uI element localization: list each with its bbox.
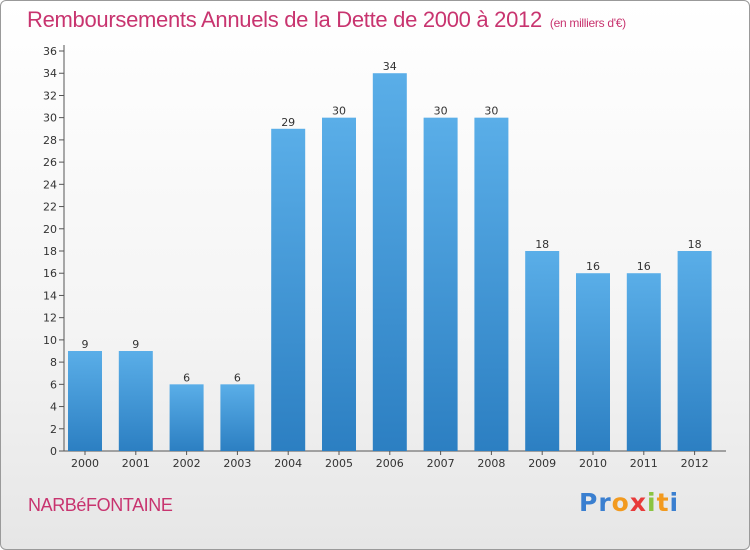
logo-letter: P <box>579 488 599 517</box>
y-tick-label: 6 <box>50 378 57 391</box>
bar <box>474 117 509 452</box>
bar <box>372 73 407 451</box>
y-tick-label: 4 <box>50 401 57 414</box>
data-label: 6 <box>234 371 241 384</box>
y-tick-label: 10 <box>43 334 57 347</box>
data-label: 9 <box>82 338 89 351</box>
y-tick-label: 2 <box>50 423 57 436</box>
y-tick-label: 30 <box>43 112 57 125</box>
data-label: 34 <box>383 60 397 73</box>
x-tick-label: 2011 <box>630 457 658 470</box>
y-tick-label: 12 <box>43 312 57 325</box>
bar <box>423 117 458 452</box>
y-tick-label: 32 <box>43 89 57 102</box>
bar <box>576 273 610 451</box>
bar <box>68 351 102 451</box>
y-tick-label: 20 <box>43 223 57 236</box>
y-tick-label: 26 <box>43 156 57 169</box>
bar <box>220 384 255 451</box>
logo-letter: i <box>647 488 657 517</box>
logo-letter: x <box>629 488 647 517</box>
x-tick-label: 2000 <box>71 457 99 470</box>
y-tick-label: 8 <box>50 356 57 369</box>
bars: 9 9 6 6 29 30 34 30 30 18 16 16 18 <box>68 60 712 452</box>
x-tick-label: 2012 <box>681 457 709 470</box>
bar <box>677 251 712 451</box>
y-tick-label: 16 <box>43 267 57 280</box>
logo-letter: r <box>598 488 612 517</box>
chart-title-text: Remboursements Annuels de la Dette de 20… <box>27 7 542 32</box>
x-tick-label: 2003 <box>223 457 251 470</box>
x-tick-label: 2004 <box>274 457 302 470</box>
logo-letter: t <box>656 488 670 517</box>
proxiti-logo: Proxiti <box>579 488 679 517</box>
data-label: 29 <box>281 116 295 129</box>
logo-letter: o <box>611 488 630 517</box>
data-label: 16 <box>586 260 600 273</box>
x-tick-label: 2010 <box>579 457 607 470</box>
y-tick-label: 24 <box>43 178 57 191</box>
data-label: 18 <box>535 238 549 251</box>
y-tick-label: 34 <box>43 67 57 80</box>
chart-title: Remboursements Annuels de la Dette de 20… <box>27 7 626 33</box>
chart-subtitle: (en milliers d'€) <box>549 16 626 30</box>
data-label: 16 <box>637 260 651 273</box>
y-tick-label: 28 <box>43 134 57 147</box>
bar <box>271 128 306 451</box>
bar <box>525 251 560 451</box>
data-label: 30 <box>332 105 346 118</box>
data-label: 6 <box>183 371 190 384</box>
x-tick-label: 2006 <box>376 457 404 470</box>
x-tick-label: 2002 <box>173 457 201 470</box>
y-tick-label: 22 <box>43 201 57 214</box>
data-label: 9 <box>132 338 139 351</box>
commune-name: NARBéFONTAINE <box>28 495 173 515</box>
data-label: 18 <box>688 238 702 251</box>
x-tick-label: 2007 <box>427 457 455 470</box>
bar <box>322 117 356 452</box>
bar <box>118 351 153 451</box>
x-tick-label: 2001 <box>122 457 150 470</box>
y-tick-label: 14 <box>43 289 57 302</box>
bar <box>626 273 661 451</box>
y-tick-label: 0 <box>50 445 57 458</box>
x-tick-label: 2009 <box>528 457 556 470</box>
bar <box>169 384 204 451</box>
y-tick-label: 36 <box>43 45 57 58</box>
logo-letter: i <box>669 488 680 517</box>
x-tick-label: 2008 <box>477 457 505 470</box>
x-tick-label: 2005 <box>325 457 353 470</box>
y-tick-label: 18 <box>43 245 57 258</box>
data-label: 30 <box>434 105 448 118</box>
data-label: 30 <box>484 105 498 118</box>
